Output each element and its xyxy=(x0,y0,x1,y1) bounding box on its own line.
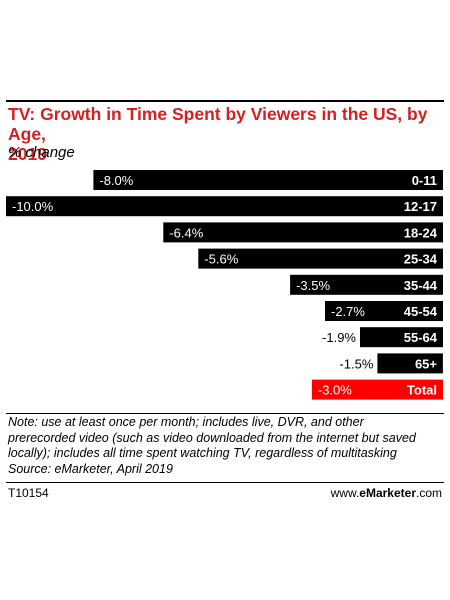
bar-0-11 xyxy=(93,170,444,190)
chart-code: T10154 xyxy=(8,486,49,500)
brand-name: eMarketer xyxy=(359,486,416,500)
top-rule xyxy=(6,100,444,102)
footnote: Note: use at least once per month; inclu… xyxy=(8,415,444,477)
category-label-18-24: 18-24 xyxy=(404,225,438,240)
footnote-line-3: locally); includes all time spent watchi… xyxy=(8,446,397,460)
bar-45-54 xyxy=(325,301,443,321)
category-label-55-64: 55-64 xyxy=(404,330,438,345)
brand-suffix: .com xyxy=(415,486,442,500)
value-label-25-34: -5.6% xyxy=(204,252,238,267)
footnote-line-2: prerecorded video (such as video downloa… xyxy=(8,430,416,445)
value-label-total: -3.0% xyxy=(318,383,352,398)
bar-18-24 xyxy=(163,222,444,243)
brand-prefix: www. xyxy=(330,486,360,500)
category-label-0-11: 0-11 xyxy=(412,173,437,188)
value-label-35-44: -3.5% xyxy=(296,278,330,293)
footnote-line-1: Note: use at least once per month; inclu… xyxy=(8,415,364,429)
value-label-65-: -1.5% xyxy=(339,356,373,371)
category-label-12-17: 12-17 xyxy=(404,199,437,214)
category-label-25-34: 25-34 xyxy=(404,252,438,267)
divider-rule xyxy=(6,413,444,414)
bar-55-64 xyxy=(360,327,443,348)
value-label-18-24: -6.4% xyxy=(169,225,203,240)
category-label-65-: 65+ xyxy=(415,356,437,371)
bar-25-34 xyxy=(198,248,443,269)
bar-12-17 xyxy=(6,196,443,217)
value-label-0-11: -8.0% xyxy=(99,173,133,188)
footnote-source: Source: eMarketer, April 2019 xyxy=(8,461,173,476)
category-label-total: Total xyxy=(407,383,437,398)
bar-total xyxy=(311,379,443,400)
category-label-45-54: 45-54 xyxy=(404,304,438,319)
bar-chart: 0-11 -8.0% 12-17 -10.0% 18-24 -6.4% 25-34 -5.6%… xyxy=(6,170,444,400)
bar-65- xyxy=(377,353,443,374)
value-label-55-64: -1.9% xyxy=(322,330,356,345)
chart-title: TV: Growth in Time Spent by Viewers in t… xyxy=(8,104,438,164)
chart-subtitle: % change xyxy=(8,144,75,161)
bar-35-44 xyxy=(290,274,443,295)
value-label-12-17: -10.0% xyxy=(12,199,54,214)
bottom-rule xyxy=(6,482,444,483)
brand-url: www.eMarketer.com xyxy=(331,486,442,500)
chart-title-line-1: TV: Growth in Time Spent by Viewers in t… xyxy=(8,104,428,144)
chart-title-line-2: 2019 xyxy=(8,144,47,164)
value-label-45-54: -2.7% xyxy=(331,304,365,319)
category-label-35-44: 35-44 xyxy=(404,278,438,293)
